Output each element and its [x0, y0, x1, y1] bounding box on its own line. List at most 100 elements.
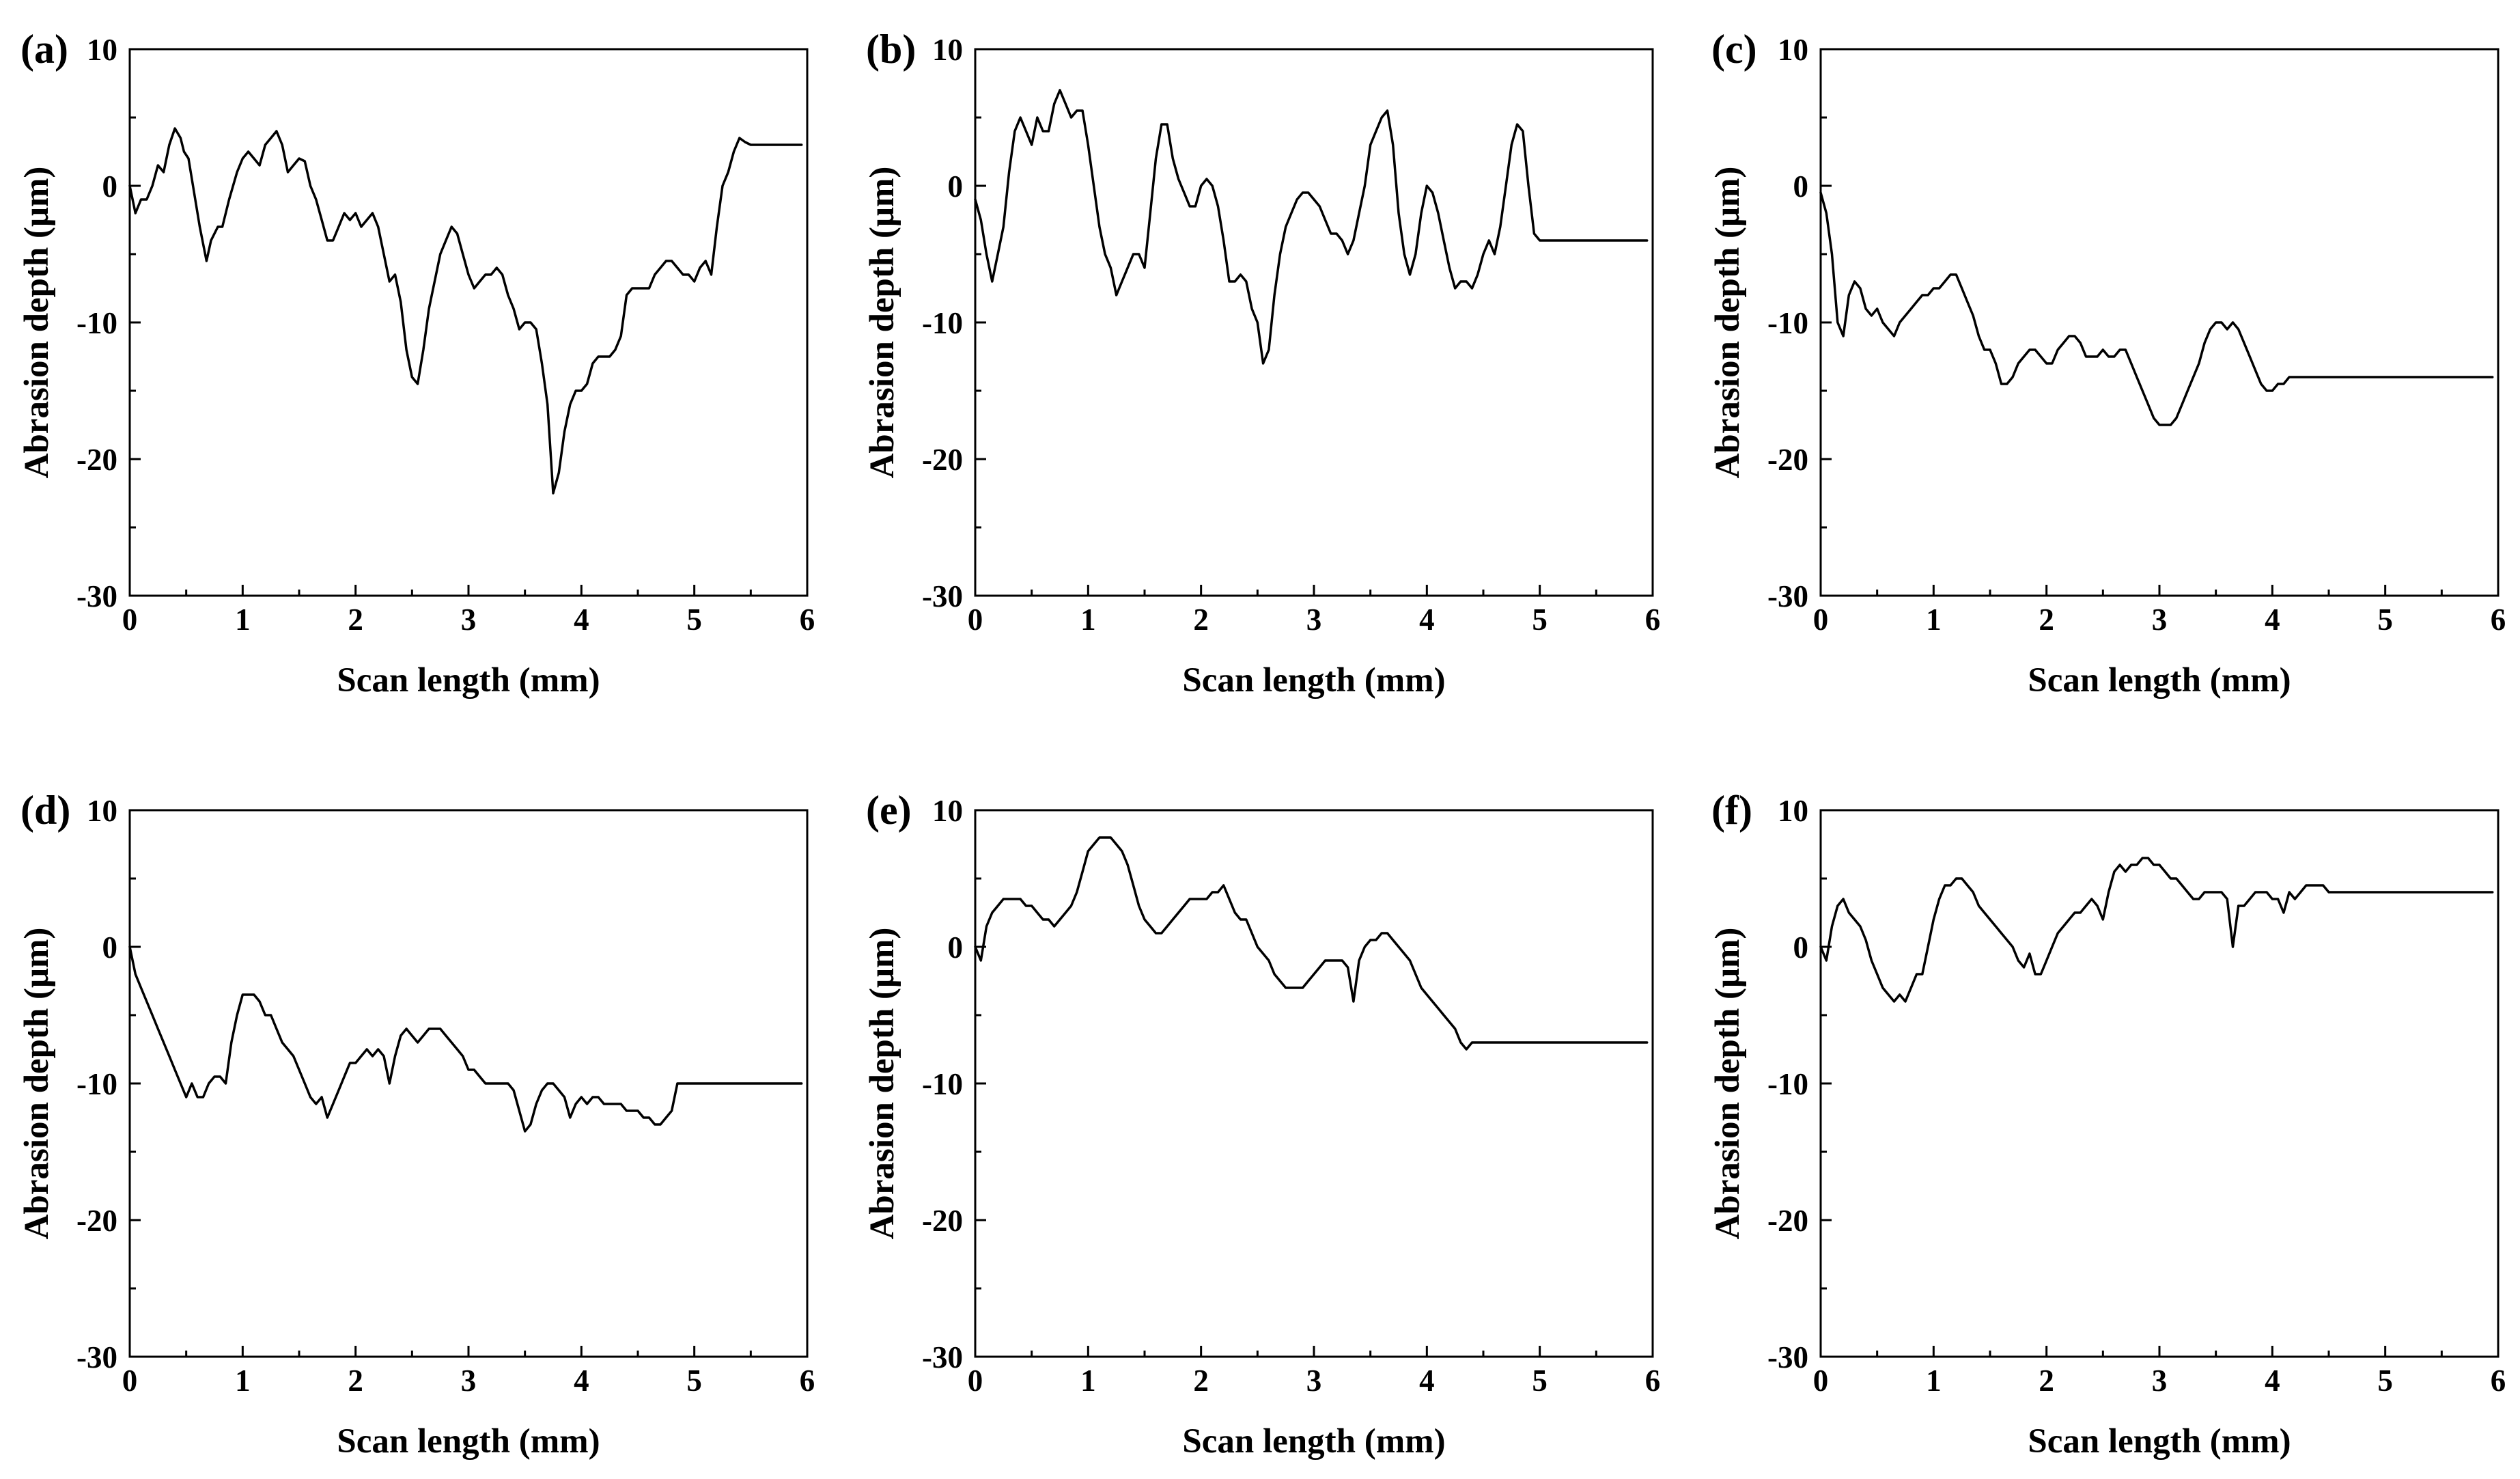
chart-panel-e: 0 1 2 3 4 5 6 -30 -20 -10 0 10 Scan length (mm) Abras…	[863, 788, 1660, 1461]
y-tick-label: 0	[948, 169, 964, 204]
x-tick-label: 1	[1926, 1364, 1942, 1398]
x-tick-label: 0	[122, 603, 138, 637]
chart-panel-f: 0 1 2 3 4 5 6 -30 -20 -10 0 10 Scan length (mm) Abras…	[1709, 788, 2506, 1461]
x-tick-label: 4	[2265, 603, 2280, 637]
y-tick-label: -10	[922, 1067, 963, 1101]
x-tick-label: 1	[1080, 603, 1096, 637]
panel-label: (a)	[20, 27, 68, 72]
x-axis-title: Scan length (mm)	[2028, 661, 2291, 700]
y-tick-label: -10	[922, 306, 963, 340]
x-tick-label: 2	[1193, 1364, 1209, 1398]
x-axis-title: Scan length (mm)	[2028, 1422, 2291, 1461]
x-tick-label: 5	[1532, 1364, 1548, 1398]
x-axis-title: Scan length (mm)	[1182, 1422, 1445, 1461]
x-tick-label: 0	[968, 603, 983, 637]
series-line-e	[974, 836, 1649, 1051]
y-axis-title: Abrasion depth (μm)	[1709, 167, 1747, 479]
y-tick-label: -30	[1767, 579, 1808, 613]
x-tick-label: 6	[2491, 1364, 2506, 1398]
x-tick-label: 2	[2039, 603, 2054, 637]
x-tick-label: 2	[1193, 603, 1209, 637]
x-tick-label: 0	[122, 1364, 138, 1398]
y-tick-label: 0	[1793, 169, 1809, 204]
y-tick-label: 0	[102, 169, 118, 204]
y-tick-label: -10	[76, 306, 117, 340]
series-line-c	[1819, 191, 2494, 426]
x-tick-label: 1	[1080, 1364, 1096, 1398]
panel-label: (f)	[1711, 788, 1752, 833]
y-tick-label: -20	[76, 443, 117, 477]
x-tick-label: 5	[2377, 1364, 2393, 1398]
chart-panel-b: 0 1 2 3 4 5 6 -30 -20 -10 0 10 Scan length (mm) Abras…	[863, 27, 1660, 700]
x-tick-label: 3	[461, 603, 477, 637]
series-line-f	[1819, 857, 2494, 1003]
x-axis-title: Scan length (mm)	[337, 661, 600, 700]
x-tick-label: 6	[800, 1364, 815, 1398]
y-axis-title: Abrasion depth (μm)	[18, 928, 56, 1240]
y-tick-label: -30	[1767, 1340, 1808, 1374]
series-line-a	[128, 127, 803, 495]
y-tick-label: -30	[76, 579, 117, 613]
chart-panel-a: 0 1 2 3 4 5 6 -30 -20 -10 0 10 Scan length (mm) Abras…	[18, 27, 815, 700]
y-tick-label: 0	[1793, 930, 1809, 965]
x-tick-label: 2	[2039, 1364, 2054, 1398]
y-tick-label: -20	[1767, 1204, 1808, 1238]
y-axis-title: Abrasion depth (μm)	[863, 928, 901, 1240]
y-axis-title: Abrasion depth (μm)	[1709, 928, 1747, 1240]
chart-panel-d: 0 1 2 3 4 5 6 -30 -20 -10 0 10 Scan length (mm) Abras…	[18, 788, 815, 1461]
y-tick-label: 0	[102, 930, 118, 965]
y-tick-label: -30	[76, 1340, 117, 1374]
x-tick-label: 4	[574, 603, 589, 637]
x-tick-label: 1	[1926, 603, 1942, 637]
x-tick-label: 4	[574, 1364, 589, 1398]
panel-label: (e)	[866, 788, 912, 833]
y-tick-label: -30	[922, 1340, 963, 1374]
y-tick-label: 10	[1778, 794, 1808, 828]
x-tick-label: 0	[1813, 1364, 1829, 1398]
series-line-d	[128, 945, 803, 1133]
panel-label: (c)	[1711, 27, 1757, 72]
y-axis-title: Abrasion depth (μm)	[863, 167, 901, 479]
plot-frame	[1819, 48, 2500, 597]
x-tick-label: 6	[2491, 603, 2506, 637]
x-tick-label: 3	[2152, 1364, 2168, 1398]
x-tick-label: 4	[2265, 1364, 2280, 1398]
x-tick-label: 6	[1645, 603, 1661, 637]
x-tick-label: 0	[968, 1364, 983, 1398]
panel-label: (b)	[866, 27, 916, 72]
series-line-b	[974, 89, 1649, 365]
x-axis-title: Scan length (mm)	[337, 1422, 600, 1461]
x-tick-label: 0	[1813, 603, 1829, 637]
y-tick-label: -20	[1767, 443, 1808, 477]
y-tick-label: -10	[76, 1067, 117, 1101]
x-tick-label: 5	[1532, 603, 1548, 637]
y-tick-label: 10	[932, 33, 963, 67]
y-tick-label: -10	[1767, 306, 1808, 340]
plot-frame	[974, 48, 1654, 597]
y-tick-label: -20	[922, 1204, 963, 1238]
y-tick-label: 10	[87, 33, 117, 67]
y-tick-label: -30	[922, 579, 963, 613]
x-tick-label: 2	[348, 603, 363, 637]
x-tick-label: 1	[235, 1364, 251, 1398]
y-tick-label: -20	[922, 443, 963, 477]
x-tick-label: 2	[348, 1364, 363, 1398]
plot-frame	[128, 48, 809, 597]
x-tick-label: 3	[1306, 1364, 1322, 1398]
x-tick-label: 3	[461, 1364, 477, 1398]
x-tick-label: 5	[2377, 603, 2393, 637]
panel-label: (d)	[20, 788, 70, 833]
x-tick-label: 4	[1419, 1364, 1435, 1398]
chart-panel-c: 0 1 2 3 4 5 6 -30 -20 -10 0 10 Scan length (mm) Abras…	[1709, 27, 2506, 700]
x-tick-label: 3	[2152, 603, 2168, 637]
y-axis-title: Abrasion depth (μm)	[18, 167, 56, 479]
x-tick-label: 1	[235, 603, 251, 637]
x-tick-label: 3	[1306, 603, 1322, 637]
y-tick-label: -20	[76, 1204, 117, 1238]
x-tick-label: 5	[686, 603, 702, 637]
x-tick-label: 4	[1419, 603, 1435, 637]
x-tick-label: 5	[686, 1364, 702, 1398]
y-tick-label: -10	[1767, 1067, 1808, 1101]
x-tick-label: 6	[800, 603, 815, 637]
